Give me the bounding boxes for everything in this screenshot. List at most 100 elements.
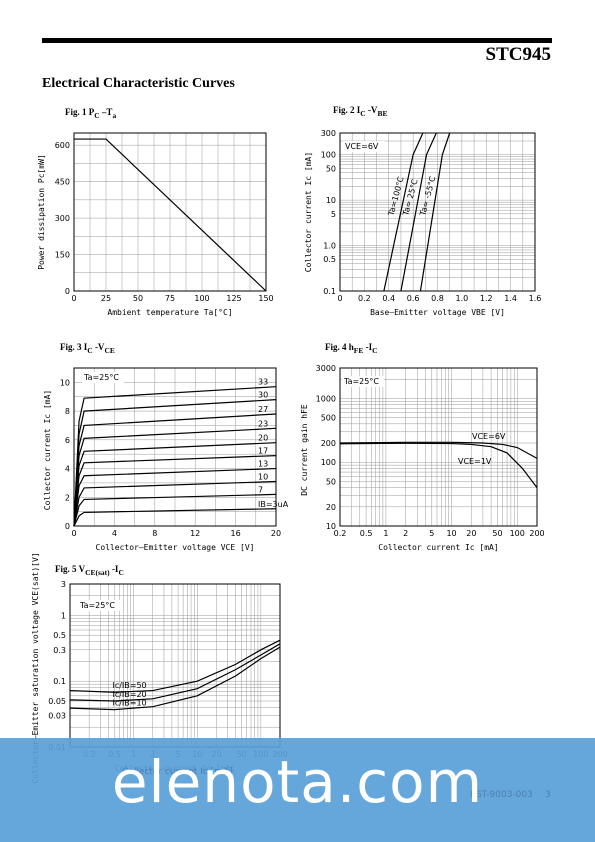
fig1-label: Fig. 1 PC –Ta — [65, 107, 117, 120]
fig4-ytick: 20 — [326, 503, 336, 512]
fig2-xtick: 1.0 — [456, 294, 469, 303]
fig3-ytick: 10 — [60, 378, 70, 387]
fig3-series-line — [73, 480, 277, 527]
fig3-series-label: 17 — [258, 447, 268, 456]
fig4-xtick: 10 — [446, 529, 456, 538]
fig3-xlabel: Collector–Emitter voltage VCE [V] — [96, 543, 255, 552]
fig4-ytick: 10 — [326, 522, 336, 531]
fig4-ytick: 200 — [321, 439, 336, 448]
watermark-faint-page: 3 — [545, 790, 551, 800]
fig4-xtick: 200 — [529, 529, 544, 538]
fig5-ylabel: Collector–Emitter saturation voltage VCE… — [31, 552, 40, 783]
fig2-series — [383, 132, 451, 292]
fig3-xtick: 16 — [231, 529, 241, 538]
fig2-ytick: 0.5 — [323, 255, 336, 264]
fig5-ytick: 1 — [61, 611, 66, 620]
fig3-series-label: 33 — [258, 378, 268, 387]
fig3-xtick: 8 — [152, 529, 157, 538]
fig2-xtick: 0.8 — [431, 294, 444, 303]
fig5-series-line — [69, 639, 281, 693]
fig3-ytick: 8 — [65, 407, 70, 416]
fig2-series-line — [400, 132, 437, 292]
fig3-series-label: 23 — [258, 419, 268, 428]
fig2-ytick: 0.1 — [323, 287, 336, 296]
fig3-xtick: 12 — [190, 529, 200, 538]
fig3-series-label: 7 — [258, 485, 263, 494]
fig2-ytick: 300 — [321, 129, 336, 138]
fig5-ytick: 0.5 — [53, 631, 66, 640]
fig3-ylabel: Collector current Ic [mA] — [43, 390, 52, 510]
fig4-annotation: Ta=25°C — [343, 377, 379, 386]
fig4-frame — [339, 367, 538, 527]
fig4-series-label: VCE=1V — [458, 457, 492, 466]
fig2-xtick: 1.6 — [529, 294, 542, 303]
fig1-ytick: 450 — [55, 178, 70, 187]
fig3-ytick: 6 — [65, 436, 70, 445]
fig4-xlabel: Collector current Ic [mA] — [378, 543, 498, 552]
fig3-annotation: Ta=25°C — [83, 373, 119, 382]
fig3-ytick: 0 — [65, 522, 70, 531]
fig2-label: Fig. 2 IC -VBE — [333, 105, 388, 118]
fig1-grid — [73, 133, 267, 292]
fig3-series-line — [73, 386, 277, 527]
fig4-ytick: 50 — [326, 477, 336, 486]
fig3-series — [73, 386, 277, 527]
fig3-xtick: 0 — [71, 529, 76, 538]
fig1-xtick: 50 — [133, 294, 143, 303]
fig2-xtick: 0.6 — [407, 294, 420, 303]
fig5-series-line — [69, 646, 281, 711]
fig5-ytick: 0.1 — [53, 677, 66, 686]
fig3-series-line — [73, 508, 277, 527]
fig1-chart: 0 25 50 75 100 125 150 0 150 300 450 600 Ambient tem… — [37, 132, 274, 317]
fig4-label: Fig. 4 hFE -IC — [325, 342, 378, 355]
fig3-annotation-bg — [82, 372, 124, 383]
fig2-ytick: 5 — [331, 210, 336, 219]
fig2-ylabel: Collector current Ic [mA] — [304, 152, 313, 272]
fig2-xtick: 0.4 — [382, 294, 395, 303]
fig3-series-label: IB=3uA — [258, 500, 289, 509]
fig1-ytick: 150 — [55, 251, 70, 260]
fig2-xtick: 1.4 — [504, 294, 517, 303]
fig3-label: Fig. 3 IC -VCE — [60, 342, 115, 355]
fig3-xtick: 20 — [271, 529, 281, 538]
fig4-ytick: 100 — [321, 458, 336, 467]
fig4-ytick: 3000 — [316, 364, 336, 373]
fig4-ytick: 500 — [321, 414, 336, 423]
fig2-series-line — [419, 132, 451, 292]
fig1-ylabel: Power dissipation Pc[mW] — [37, 154, 46, 270]
fig1-xtick: 125 — [226, 294, 241, 303]
fig3-series-label: 10 — [258, 472, 268, 481]
fig2-xtick: 0 — [337, 294, 342, 303]
fig3-series-line — [73, 493, 277, 527]
fig2-frame — [339, 132, 536, 292]
fig2-ytick: 50 — [326, 164, 336, 173]
fig3-series-label: 27 — [258, 405, 268, 414]
fig4-series-line — [339, 441, 538, 459]
watermark-brand: elenota.com — [111, 748, 484, 816]
fig5-ytick: 3 — [61, 580, 66, 589]
fig4-xtick: 2 — [403, 529, 408, 538]
fig1-ytick: 600 — [55, 141, 70, 150]
fig4-xtick: 100 — [510, 529, 525, 538]
fig4-xtick: 5 — [429, 529, 434, 538]
fig4-xtick: 20 — [466, 529, 476, 538]
fig1-ytick: 300 — [55, 214, 70, 223]
fig2-ytick: 10 — [326, 196, 336, 205]
fig4-annotation-bg — [342, 376, 384, 387]
fig1-xtick: 100 — [194, 294, 209, 303]
fig5-series — [69, 639, 281, 711]
fig3-series-label: 13 — [258, 460, 268, 469]
header-rule — [42, 38, 552, 43]
fig2-xtick: 1.2 — [480, 294, 493, 303]
fig2-annotation: VCE=6V — [345, 142, 379, 151]
fig1-xlabel: Ambient temperature Ta[°C] — [107, 308, 232, 317]
fig4-series-label: VCE=6V — [472, 432, 506, 441]
fig4-series — [339, 441, 538, 488]
fig4-xtick: 0.5 — [360, 529, 373, 538]
fig3-frame — [73, 367, 277, 527]
fig3-xtick: 4 — [112, 529, 117, 538]
fig2-annotation-bg — [343, 141, 385, 152]
fig3-ytick: 4 — [65, 465, 70, 474]
fig2-chart: 0 0.2 0.4 0.6 0.8 1.0 1.2 1.4 1.6 0.1 0.5 1.0 5 10 50 1… — [304, 129, 541, 317]
